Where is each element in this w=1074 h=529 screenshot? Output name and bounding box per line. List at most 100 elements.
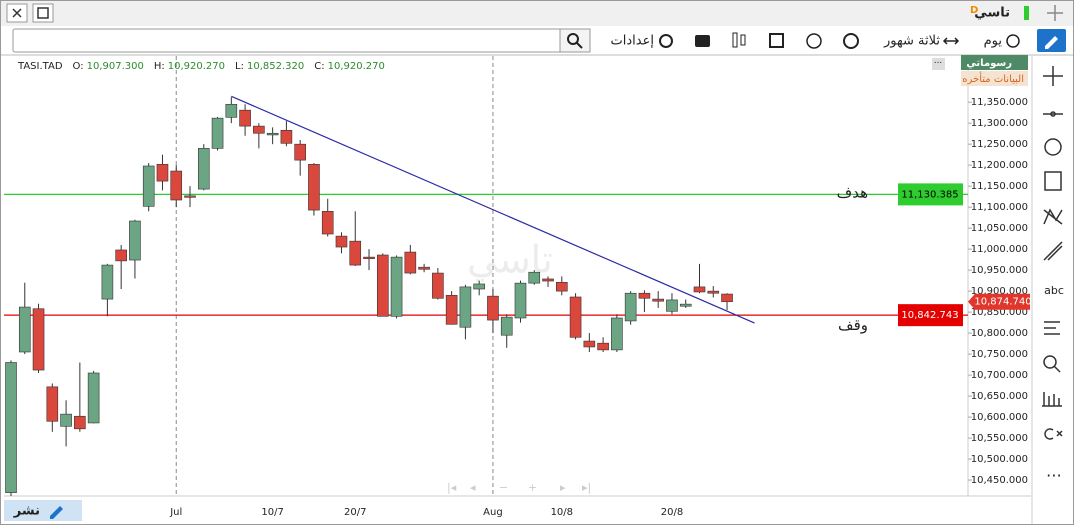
candle-body <box>528 271 541 284</box>
candle-body <box>500 316 513 336</box>
more-tools[interactable]: ⋯ <box>1046 466 1062 485</box>
close-icon <box>12 8 22 18</box>
pattern-tool[interactable] <box>1043 208 1063 225</box>
candle-body <box>321 211 334 235</box>
candle-body <box>349 240 362 266</box>
zoom-tool[interactable] <box>1053 365 1061 373</box>
candle-body <box>156 164 169 182</box>
ohlc-value: 10,852.320 <box>247 61 304 72</box>
circle-tool[interactable] <box>1044 138 1062 156</box>
y-tick-label: 10,900.000 <box>971 286 1028 297</box>
settings-button[interactable]: إعدادات <box>611 34 654 49</box>
interval-selector[interactable]: يوم <box>984 34 1003 49</box>
candle-body <box>597 342 609 351</box>
search-button[interactable] <box>559 28 591 53</box>
share-label[interactable]: نشر <box>13 504 40 519</box>
my-drawings-label[interactable]: رسوماتي <box>966 58 1012 69</box>
symbol: TASI.TAD <box>17 61 63 72</box>
title-bar <box>1 1 1073 26</box>
candle-body <box>638 292 651 299</box>
search-icon <box>567 33 579 45</box>
indicators-button[interactable] <box>769 33 784 48</box>
nav-next[interactable]: ▸ <box>560 481 566 494</box>
candle-type-button[interactable] <box>740 34 746 46</box>
window-badge: D <box>970 5 978 16</box>
nav-prev[interactable]: ◂ <box>470 481 476 494</box>
y-tick-label: 10,850.000 <box>971 307 1028 318</box>
chart-menu[interactable] <box>932 58 945 70</box>
candle-body <box>693 286 706 293</box>
candle-body <box>418 266 430 270</box>
zoom-out[interactable]: − <box>499 481 508 494</box>
settings-icon[interactable] <box>659 34 673 48</box>
compare-button[interactable] <box>843 33 859 49</box>
candle-body <box>487 295 499 321</box>
candle-body <box>308 164 320 211</box>
y-tick-label: 10,800.000 <box>971 328 1028 339</box>
y-tick-label: 10,950.000 <box>971 265 1028 276</box>
ohlc-value: 10,907.300 <box>87 61 144 72</box>
ohlc-label: L: <box>235 61 244 72</box>
candle-body <box>239 109 251 127</box>
candle-body <box>473 283 485 290</box>
y-tick-label: 11,100.000 <box>971 202 1028 213</box>
candle-body <box>611 317 623 351</box>
search-input[interactable] <box>12 28 591 53</box>
share-icon <box>50 506 63 519</box>
candle-body <box>197 148 210 190</box>
level-annotation: هدف <box>837 183 868 201</box>
candle-body <box>46 386 59 422</box>
x-tick-label: 10/7 <box>261 507 283 518</box>
search-icon <box>576 42 583 49</box>
trend-line <box>231 95 755 324</box>
candle-body <box>707 290 720 294</box>
candle-body <box>363 256 375 259</box>
y-tick-label: 11,200.000 <box>971 160 1028 171</box>
share-button[interactable] <box>4 500 82 521</box>
candle-body <box>87 372 100 424</box>
candle-type-button[interactable] <box>732 32 738 48</box>
y-tick-label: 10,550.000 <box>971 433 1028 444</box>
candle-body <box>624 292 637 322</box>
nav-last[interactable]: ▸| <box>582 481 591 494</box>
crosshair-tool[interactable] <box>1043 66 1063 86</box>
candle-body <box>679 303 692 307</box>
zoom-in[interactable]: + <box>528 481 537 494</box>
delayed-label: البيانات متأخره <box>962 71 1024 85</box>
move-icon[interactable] <box>1047 5 1063 21</box>
maximize-button[interactable] <box>32 3 54 23</box>
y-tick-label: 10,650.000 <box>971 391 1028 402</box>
candle-body <box>583 340 596 348</box>
candle-body <box>60 413 72 427</box>
clear-tool[interactable] <box>1056 430 1063 437</box>
ohlc-label: H: <box>154 61 165 72</box>
nav-first[interactable]: |◂ <box>447 481 457 494</box>
snapshot-button[interactable] <box>695 35 710 47</box>
y-tick-label: 11,250.000 <box>971 139 1028 150</box>
chart-menu-icon: ··· <box>934 59 943 69</box>
drawing-tools <box>1042 66 1063 440</box>
plot-area: تاسي <box>4 56 968 496</box>
period-selector[interactable]: ثلاثة شهور <box>883 34 940 49</box>
channel-tool[interactable] <box>1043 241 1063 261</box>
hline-tool[interactable] <box>1050 111 1056 117</box>
candle-body <box>432 272 444 299</box>
pencil-icon <box>1045 36 1058 49</box>
measure-tool[interactable] <box>1042 392 1062 407</box>
candle-body <box>390 256 403 317</box>
level-label-box <box>898 183 963 206</box>
clear-tool[interactable] <box>1044 428 1054 440</box>
last-price-marker <box>968 293 1030 310</box>
my-drawings-badge[interactable] <box>961 55 1028 70</box>
ohlc-label: O: <box>73 61 84 72</box>
y-tick-label: 11,000.000 <box>971 244 1028 255</box>
candle-body <box>32 308 45 371</box>
text-tool[interactable]: abc <box>1044 284 1064 297</box>
x-tick-label: 20/7 <box>344 507 366 518</box>
zoom-tool[interactable] <box>1043 355 1057 369</box>
fib-tool[interactable] <box>1044 171 1062 191</box>
layers-tool[interactable] <box>1044 321 1060 335</box>
candle-body <box>74 415 86 430</box>
alerts-button[interactable] <box>806 33 822 49</box>
